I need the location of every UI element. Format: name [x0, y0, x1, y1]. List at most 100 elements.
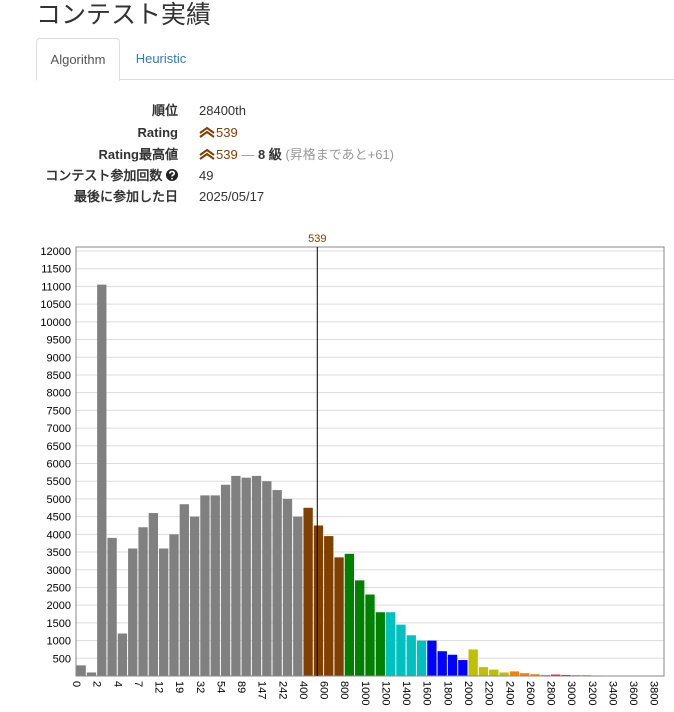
x-tick-label: 1200: [379, 681, 391, 705]
bar: [375, 612, 385, 676]
bar: [478, 667, 489, 676]
y-tick-label: 5000: [47, 494, 71, 506]
bar: [334, 557, 344, 676]
bar: [97, 284, 107, 676]
bar: [220, 484, 231, 676]
tab-heuristic[interactable]: Heuristic: [135, 51, 187, 66]
grade: 8 級: [257, 147, 282, 162]
x-tick-label: 89: [235, 681, 247, 693]
bar: [499, 672, 509, 676]
x-tick-label: 0: [70, 681, 82, 687]
bar: [282, 498, 293, 676]
dash: —: [241, 147, 255, 162]
x-tick-label: 3800: [648, 681, 660, 705]
y-tick-label: 1000: [47, 636, 71, 648]
bar: [303, 507, 313, 676]
x-tick-label: 2000: [462, 681, 474, 705]
x-tick-label: 800: [338, 681, 350, 699]
bar: [148, 513, 159, 676]
rating-icon: [199, 148, 215, 160]
x-tick-label: 32: [194, 681, 206, 693]
y-tick-label: 2000: [47, 600, 71, 612]
x-tick-label: 2200: [483, 681, 495, 705]
bar: [468, 649, 478, 676]
x-tick-label: 1600: [421, 681, 433, 705]
y-tick-label: 6000: [47, 459, 71, 471]
x-tick-label: 3200: [586, 681, 598, 705]
plot-frame: [75, 246, 665, 677]
x-tick-label: 2600: [524, 681, 536, 705]
y-tick-label: 12000: [40, 246, 71, 258]
rating-marker-label: 539: [308, 233, 326, 245]
bar: [262, 481, 272, 676]
label: 最後に参加した日: [73, 189, 178, 204]
rating: 539: [216, 125, 238, 140]
y-tick-label: 11000: [41, 281, 71, 293]
x-tick-label: 54: [214, 681, 226, 693]
bar: [551, 674, 561, 676]
bar: [458, 660, 468, 676]
bar: [530, 674, 540, 676]
bar: [344, 553, 355, 676]
value: 2025/05/17: [199, 189, 265, 204]
bar: [76, 665, 86, 676]
x-tick-label: 600: [318, 681, 330, 699]
y-tick-label: 8000: [47, 388, 71, 400]
bar: [86, 672, 97, 676]
bar: [210, 495, 220, 676]
chart: 5001000150020002500300035004000450050005…: [40, 233, 665, 705]
label: Rating最高値: [98, 147, 178, 162]
value: 49: [199, 168, 214, 183]
rating-icon: [199, 126, 215, 138]
x-tick-label: 2400: [503, 681, 515, 705]
bar: [169, 534, 179, 676]
y-tick-label: 1500: [47, 618, 71, 630]
x-tick-label: 242: [276, 681, 288, 699]
bar: [231, 475, 241, 676]
y-tick-label: 7000: [47, 423, 71, 435]
value: 539 — 8 級 (昇格まであと+61): [199, 146, 394, 164]
bar: [540, 674, 551, 676]
bar: [447, 654, 458, 676]
bar: [520, 673, 530, 676]
x-tick-label: 400: [297, 681, 309, 699]
tab-algorithm[interactable]: Algorithm: [36, 38, 120, 81]
bar: [251, 475, 262, 676]
bar: [406, 635, 416, 676]
x-tick-label: 4: [111, 681, 123, 687]
x-tick-label: 1400: [400, 681, 412, 705]
x-tick-label: 147: [256, 681, 268, 699]
x-tick-label: 3600: [627, 681, 639, 705]
bar: [179, 504, 189, 676]
bar: [117, 633, 128, 676]
x-tick-label: 2800: [545, 681, 557, 705]
y-tick-label: 8500: [47, 370, 71, 382]
x-tick-label: 3400: [606, 681, 618, 705]
y-tick-label: 11500: [41, 264, 71, 276]
x-tick-label: 1800: [441, 681, 453, 705]
label: 順位: [151, 103, 178, 118]
help-icon[interactable]: [166, 169, 178, 181]
y-tick-label: 10500: [40, 299, 71, 311]
x-tick-label: 19: [173, 681, 185, 693]
bar: [396, 624, 406, 676]
label: Rating: [137, 125, 178, 140]
bar: [241, 477, 251, 676]
y-tick-label: 500: [53, 653, 71, 665]
highest-rating: 539: [216, 147, 238, 162]
bar: [189, 516, 200, 676]
tab-divider: [36, 79, 674, 80]
y-tick-label: 4000: [47, 529, 71, 541]
bar: [313, 525, 324, 676]
y-tick-label: 6500: [47, 441, 71, 453]
bar: [416, 640, 427, 676]
bar: [107, 537, 117, 676]
x-tick-label: 3000: [565, 681, 577, 705]
bar: [427, 640, 437, 676]
bar: [272, 490, 282, 676]
x-tick-label: 1000: [359, 681, 371, 705]
bar: [200, 495, 210, 676]
y-tick-label: 9500: [47, 335, 71, 347]
note: (昇格まであと+61): [285, 147, 395, 162]
